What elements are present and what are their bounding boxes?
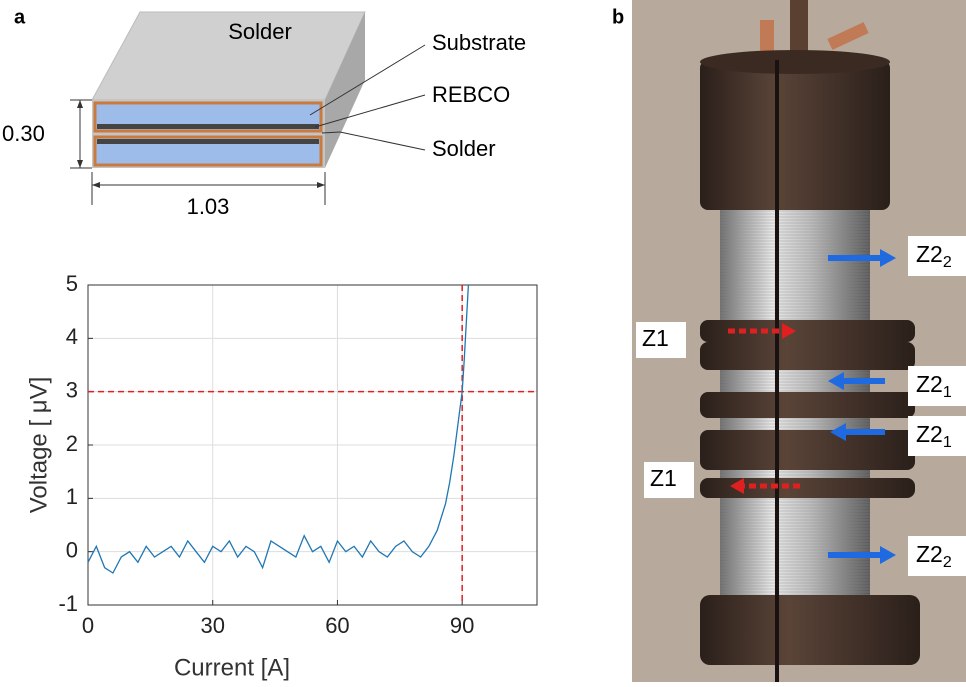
zone-label: Z22 (916, 541, 952, 571)
layer-label: Substrate (432, 30, 526, 55)
y-tick-label: 0 (66, 537, 78, 562)
y-tick-label: 5 (66, 271, 78, 296)
y-axis-label: Voltage [ μV] (25, 377, 52, 514)
x-tick-label: 0 (82, 613, 94, 638)
data-line (87, 284, 470, 574)
tape-diagram (70, 11, 426, 205)
x-tick-label: 60 (325, 613, 349, 638)
layer-label: REBCO (432, 82, 510, 107)
x-tick-label: 30 (200, 613, 224, 638)
y-tick-label: -1 (58, 591, 78, 616)
panel-label: b (612, 6, 624, 28)
plot-frame (87, 284, 538, 606)
dimension-label: 1.03 (187, 194, 230, 219)
y-tick-label: 4 (66, 324, 78, 349)
panel-label: a (14, 6, 26, 28)
zone-label: Z1 (642, 325, 669, 351)
zone-label: Z21 (916, 371, 952, 401)
y-tick-label: 2 (66, 431, 78, 456)
zone-label: Z1 (650, 465, 677, 491)
dimension-label: 0.30 (2, 121, 45, 146)
x-axis-label: Current [A] (174, 654, 290, 681)
layer-label: Solder (228, 19, 292, 44)
y-tick-label: 3 (66, 377, 78, 402)
y-tick-label: 1 (66, 484, 78, 509)
zone-label: Z21 (916, 421, 952, 451)
zone-label: Z22 (916, 241, 952, 271)
photo (632, 0, 966, 682)
x-tick-label: 90 (450, 613, 474, 638)
layer-label: Solder (432, 136, 496, 161)
